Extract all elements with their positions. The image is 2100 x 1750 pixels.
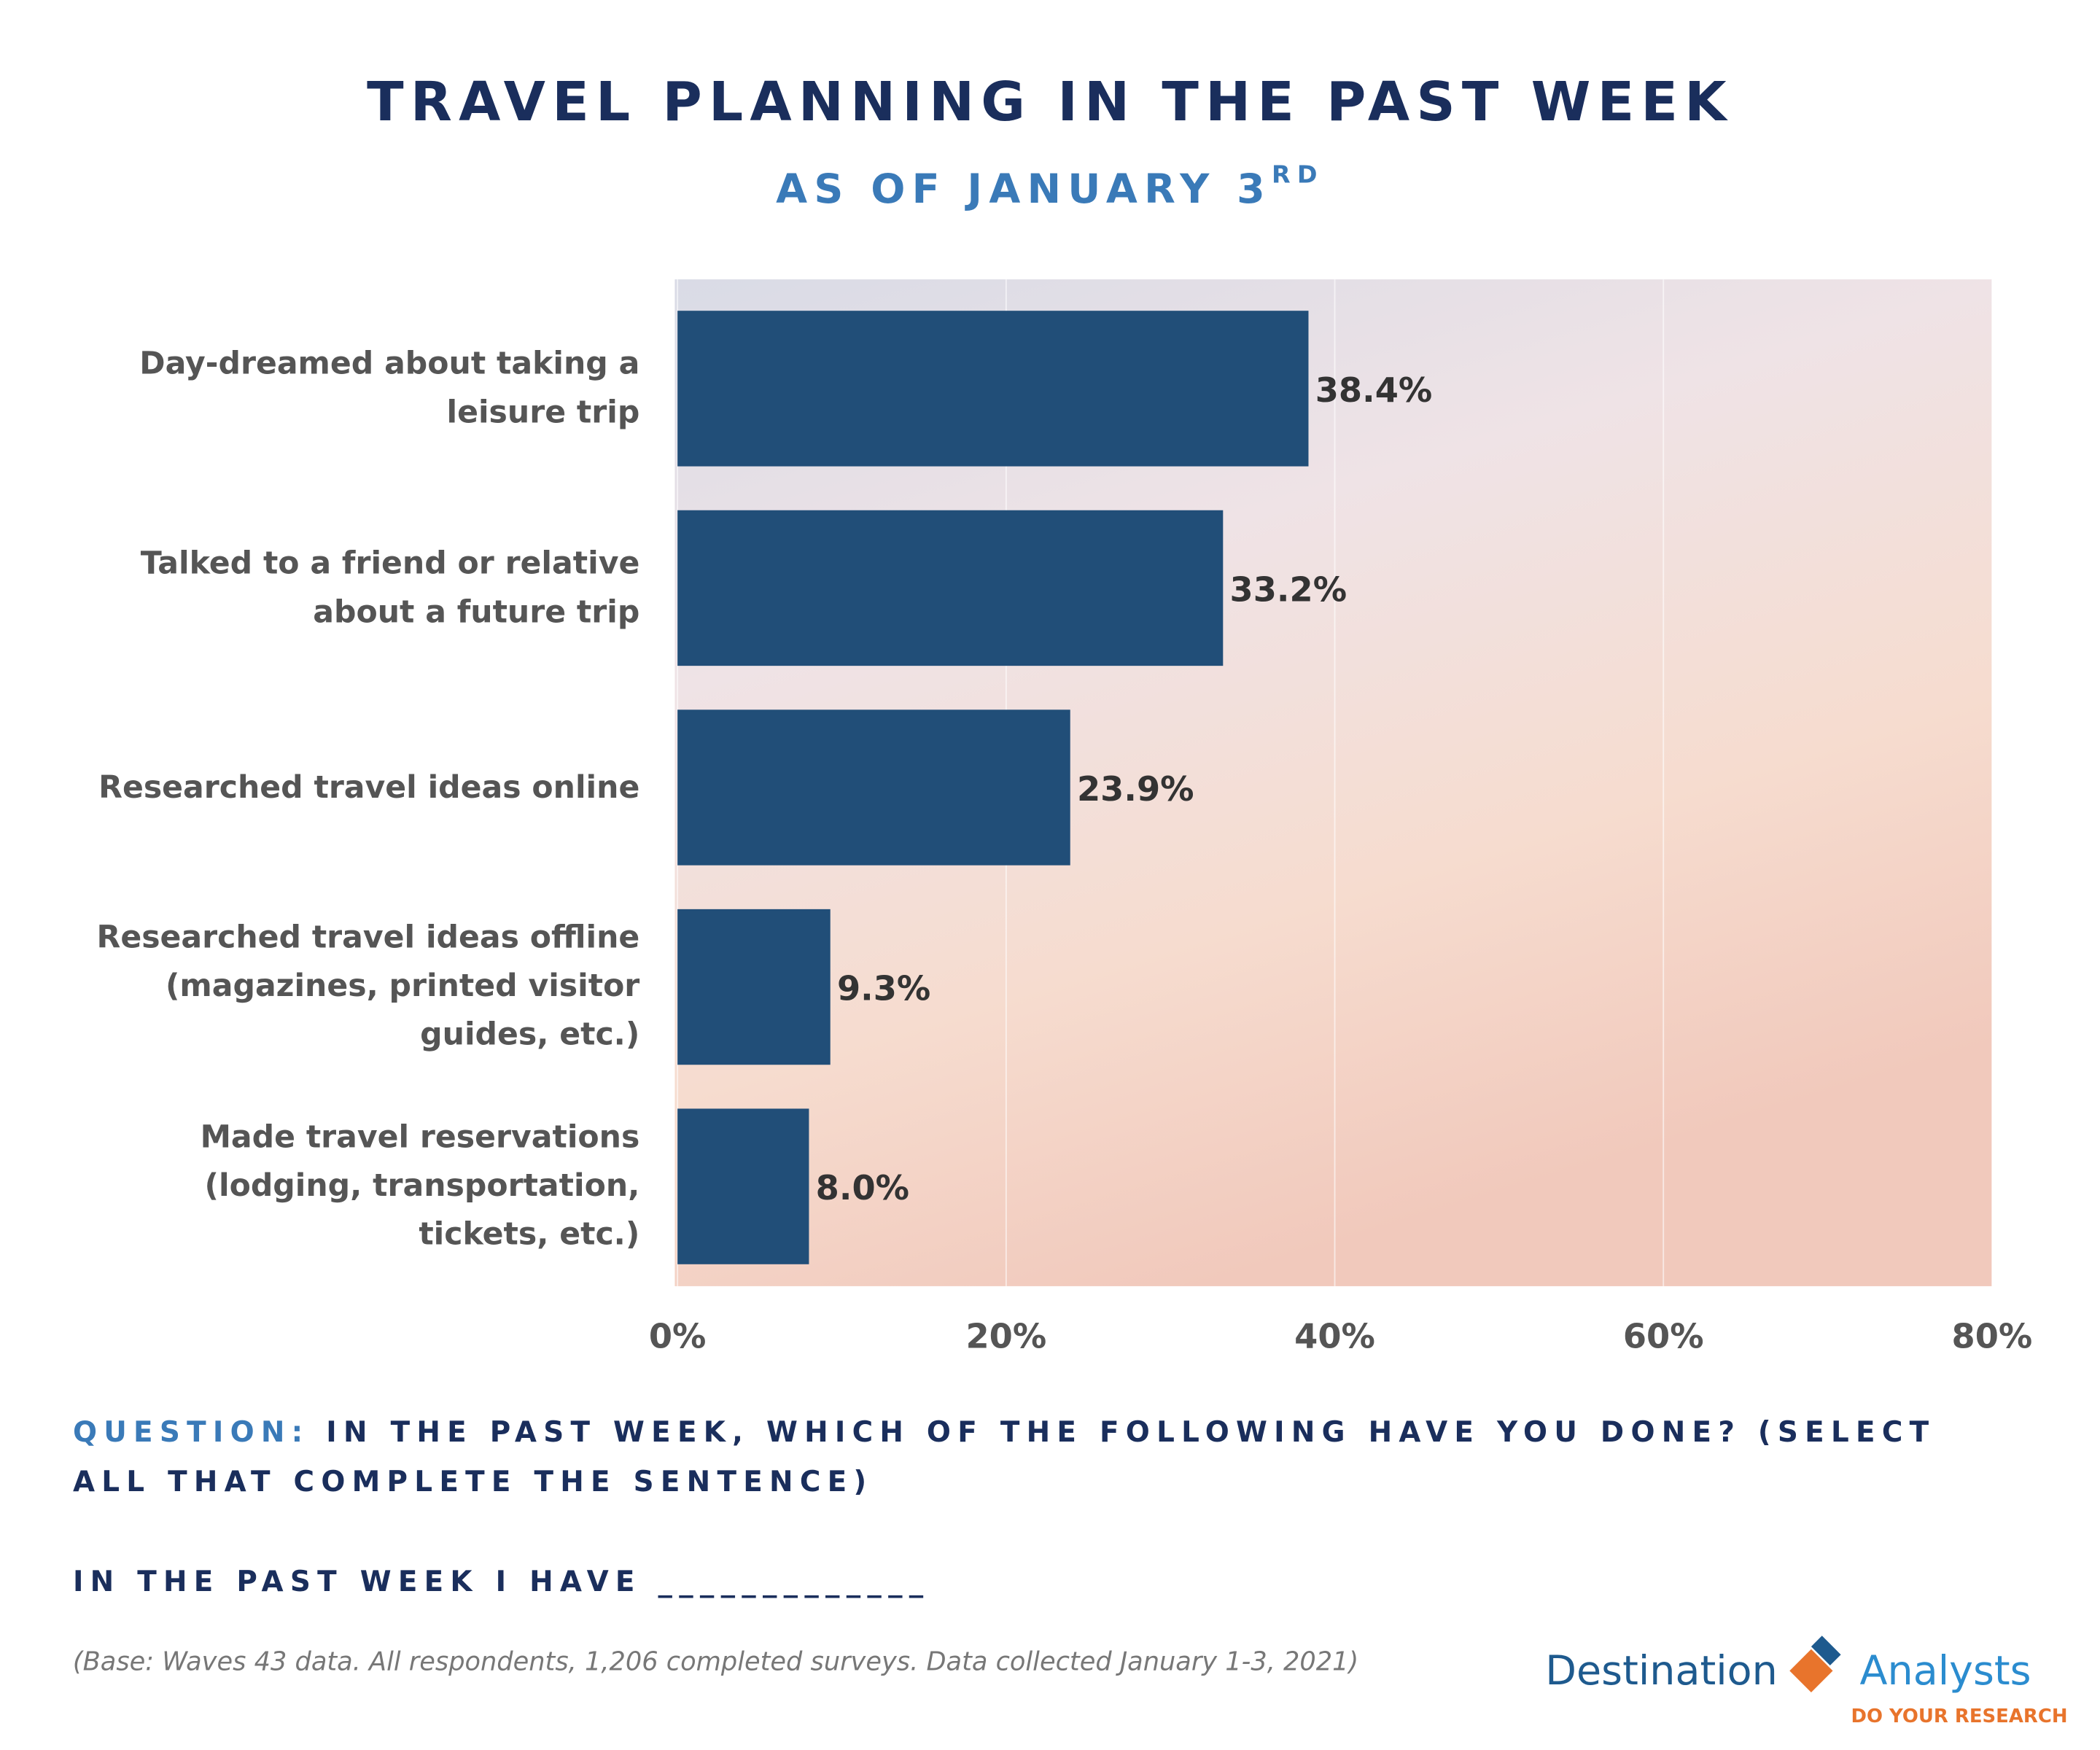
prompt: IN THE PAST WEEK I HAVE _____________ (72, 1566, 930, 1598)
data-label: 33.2% (1230, 569, 1348, 609)
x-tick-label: 80% (1952, 1317, 2033, 1356)
category-label: Made travel reservations (lodging, trans… (200, 1120, 640, 1253)
logo-left: Destination (1545, 1647, 1778, 1695)
logo-tagline: DO YOUR RESEARCH (1851, 1706, 2067, 1727)
question-text: IN THE PAST WEEK, WHICH OF THE FOLLOWING… (72, 1415, 1936, 1498)
bar (677, 510, 1224, 666)
data-label: 23.9% (1077, 769, 1194, 809)
category-label: Talked to a friend or relative about a f… (140, 546, 640, 630)
category-label: Researched travel ideas offline (magazin… (96, 920, 640, 1054)
x-tick-label: 40% (1294, 1317, 1375, 1356)
data-label: 8.0% (816, 1168, 909, 1208)
data-label: 9.3% (837, 969, 930, 1008)
chart-title: TRAVEL PLANNING IN THE PAST WEEK (367, 71, 1733, 133)
chart-subtitle: AS OF JANUARY 3RD (776, 160, 1324, 213)
bar (677, 909, 831, 1065)
question: QUESTION: IN THE PAST WEEK, WHICH OF THE… (73, 1407, 1962, 1507)
logo-right: Analysts (1860, 1647, 2031, 1695)
subtitle-superscript: RD (1272, 160, 1324, 188)
x-tick-label: 60% (1623, 1317, 1704, 1356)
category-label: Day-dreamed about taking a leisure trip (139, 346, 640, 431)
x-tick-label: 0% (649, 1317, 707, 1356)
bar (677, 709, 1070, 866)
subtitle-text: AS OF JANUARY 3 (776, 166, 1272, 213)
data-label: 38.4% (1315, 370, 1433, 410)
bar (677, 311, 1309, 467)
category-label: Researched travel ideas online (98, 769, 640, 806)
question-label: QUESTION: (72, 1415, 310, 1449)
note: (Base: Waves 43 data. All respondents, 1… (73, 1646, 1358, 1676)
x-tick-label: 20% (965, 1317, 1046, 1356)
logo-icon (1789, 1636, 1841, 1693)
bar (677, 1108, 809, 1264)
